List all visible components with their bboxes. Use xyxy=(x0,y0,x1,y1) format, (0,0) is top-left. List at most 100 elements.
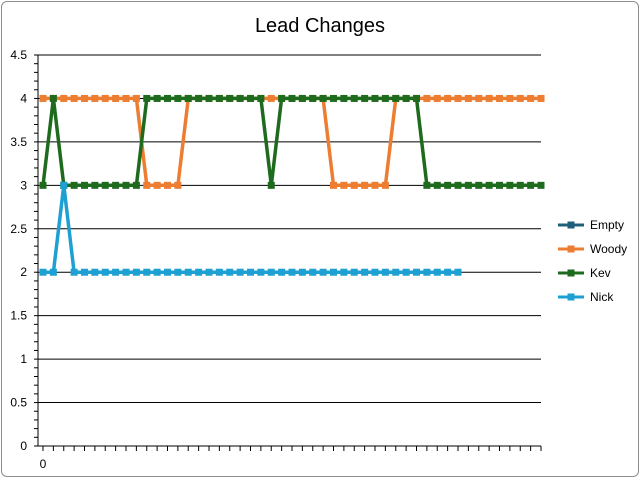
data-point xyxy=(330,181,337,189)
data-point xyxy=(184,268,192,276)
data-point xyxy=(122,268,130,276)
data-point xyxy=(350,94,358,102)
y-tick-label: 0.5 xyxy=(10,396,27,410)
data-point xyxy=(91,94,99,102)
data-point xyxy=(413,268,420,276)
y-tick-label: 1.5 xyxy=(10,309,27,323)
data-point xyxy=(464,94,472,102)
data-point xyxy=(226,268,234,276)
data-point xyxy=(288,268,296,276)
gridlines xyxy=(38,54,541,447)
data-point xyxy=(122,181,130,189)
data-point xyxy=(288,94,296,102)
data-point xyxy=(392,268,400,276)
data-point xyxy=(485,181,493,189)
data-point xyxy=(236,94,244,102)
data-point xyxy=(423,181,431,189)
data-point xyxy=(444,268,452,276)
data-point xyxy=(91,181,99,189)
data-point xyxy=(60,181,68,189)
data-point xyxy=(516,181,524,189)
data-point xyxy=(164,268,171,276)
y-tick-label: 4 xyxy=(20,91,27,105)
legend-item-nick: Nick xyxy=(558,290,614,304)
data-point xyxy=(143,268,151,276)
data-point xyxy=(39,268,47,276)
data-point xyxy=(174,94,182,102)
data-point xyxy=(361,268,369,276)
data-point xyxy=(101,94,109,102)
data-point xyxy=(454,181,462,189)
data-point xyxy=(153,181,161,189)
y-tick-label: 0 xyxy=(20,439,27,453)
data-point xyxy=(257,268,265,276)
data-point xyxy=(350,268,358,276)
data-point xyxy=(371,181,379,189)
data-point xyxy=(381,94,389,102)
legend-item-woody: Woody xyxy=(558,242,627,256)
data-point xyxy=(319,94,327,102)
data-point xyxy=(164,181,171,189)
data-point xyxy=(506,181,514,189)
data-point xyxy=(381,268,389,276)
data-point xyxy=(39,181,47,189)
data-point xyxy=(485,94,493,102)
data-point xyxy=(143,181,151,189)
data-point xyxy=(464,181,472,189)
axes: 0 0.5 1 1.5 2 2.5 3 3.5 4 4.5 0 xyxy=(10,48,542,471)
data-point xyxy=(433,181,441,189)
data-point xyxy=(91,268,99,276)
data-point xyxy=(247,268,254,276)
data-point xyxy=(340,181,348,189)
data-point xyxy=(132,268,140,276)
data-point xyxy=(433,268,441,276)
data-point xyxy=(132,94,140,102)
data-point xyxy=(205,268,213,276)
legend-item-empty: Empty xyxy=(558,218,624,232)
data-point xyxy=(70,94,78,102)
data-point xyxy=(423,94,431,102)
data-point xyxy=(433,94,441,102)
chart-title: Lead Changes xyxy=(255,15,385,37)
data-point xyxy=(298,268,306,276)
data-point xyxy=(309,268,317,276)
data-point xyxy=(371,268,379,276)
data-point xyxy=(475,181,483,189)
data-point xyxy=(527,94,535,102)
data-point xyxy=(70,181,78,189)
y-tick-label: 3.5 xyxy=(10,135,27,149)
data-point xyxy=(267,94,275,102)
data-point xyxy=(402,268,410,276)
data-point xyxy=(475,94,483,102)
data-point xyxy=(215,94,223,102)
series-nick xyxy=(39,181,462,276)
legend-label: Woody xyxy=(590,242,627,256)
data-point xyxy=(444,181,452,189)
data-point xyxy=(361,181,369,189)
data-point xyxy=(516,94,524,102)
y-tick-label: 1 xyxy=(20,352,27,366)
data-point xyxy=(444,94,452,102)
data-point xyxy=(309,94,317,102)
data-point xyxy=(267,181,275,189)
data-point xyxy=(70,268,78,276)
data-point xyxy=(454,268,462,276)
data-point xyxy=(81,94,88,102)
data-point xyxy=(537,181,545,189)
data-point xyxy=(101,181,109,189)
data-point xyxy=(122,94,130,102)
data-point xyxy=(101,268,109,276)
data-point xyxy=(153,268,161,276)
y-tick-label: 4.5 xyxy=(10,48,27,62)
data-point xyxy=(39,94,47,102)
legend-swatch-marker xyxy=(567,293,575,301)
data-point xyxy=(153,94,161,102)
legend-label: Kev xyxy=(590,266,611,280)
series-group xyxy=(39,94,545,276)
data-point xyxy=(340,268,348,276)
legend-swatch-marker xyxy=(567,269,575,277)
data-point xyxy=(506,94,514,102)
y-tick-label: 2 xyxy=(20,265,27,279)
data-point xyxy=(278,94,286,102)
